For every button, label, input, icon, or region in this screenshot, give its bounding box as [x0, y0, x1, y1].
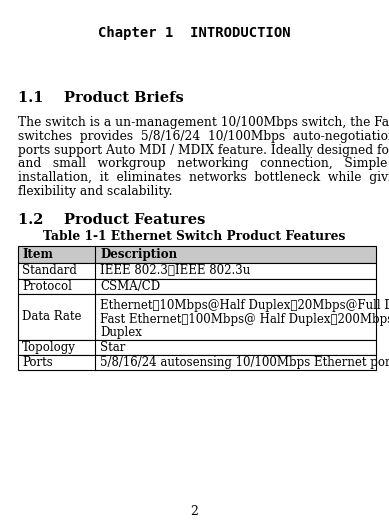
Text: Ethernet：10Mbps@Half Duplex；20Mbps@Full Duplex: Ethernet：10Mbps@Half Duplex；20Mbps@Full …: [100, 299, 389, 312]
Text: flexibility and scalability.: flexibility and scalability.: [18, 185, 172, 198]
Text: Standard: Standard: [22, 265, 77, 278]
Text: 5/8/16/24 autosensing 10/100Mbps Ethernet ports: 5/8/16/24 autosensing 10/100Mbps Etherne…: [100, 356, 389, 369]
Text: installation,  it  eliminates  networks  bottleneck  while  giving  users: installation, it eliminates networks bot…: [18, 171, 389, 184]
Text: Table 1-1 Ethernet Switch Product Features: Table 1-1 Ethernet Switch Product Featur…: [43, 230, 346, 243]
Text: ports support Auto MDI / MDIX feature. Ideally designed for SOHO: ports support Auto MDI / MDIX feature. I…: [18, 144, 389, 157]
Text: Chapter 1  INTRODUCTION: Chapter 1 INTRODUCTION: [98, 26, 291, 40]
Text: Topology: Topology: [22, 341, 76, 354]
Text: switches  provides  5/8/16/24  10/100Mbps  auto-negotiation  ports,  all: switches provides 5/8/16/24 10/100Mbps a…: [18, 130, 389, 143]
Text: Star: Star: [100, 341, 125, 354]
Text: 1.1    Product Briefs: 1.1 Product Briefs: [18, 91, 184, 105]
Text: Duplex: Duplex: [100, 326, 142, 339]
Bar: [18, 263, 376, 279]
Text: 1.2    Product Features: 1.2 Product Features: [18, 213, 205, 227]
Text: IEEE 802.3、IEEE 802.3u: IEEE 802.3、IEEE 802.3u: [100, 265, 250, 278]
Bar: [18, 279, 376, 294]
Bar: [18, 355, 376, 370]
Text: CSMA/CD: CSMA/CD: [100, 280, 160, 293]
Text: Protocol: Protocol: [22, 280, 72, 293]
Text: The switch is a un-management 10/100Mbps switch, the Fast desktop: The switch is a un-management 10/100Mbps…: [18, 116, 389, 129]
Bar: [18, 294, 376, 340]
Text: Data Rate: Data Rate: [22, 310, 82, 323]
Text: Item: Item: [22, 248, 53, 261]
Text: and   small   workgroup   networking   connection,   Simple   and   easy: and small workgroup networking connectio…: [18, 157, 389, 170]
Text: Fast Ethernet：100Mbps@ Half Duplex；200Mbps@ Full: Fast Ethernet：100Mbps@ Half Duplex；200Mb…: [100, 312, 389, 326]
Text: Description: Description: [100, 248, 177, 261]
Text: 2: 2: [191, 505, 198, 518]
Bar: [18, 340, 376, 355]
Text: Ports: Ports: [22, 356, 53, 369]
Bar: [18, 246, 376, 263]
